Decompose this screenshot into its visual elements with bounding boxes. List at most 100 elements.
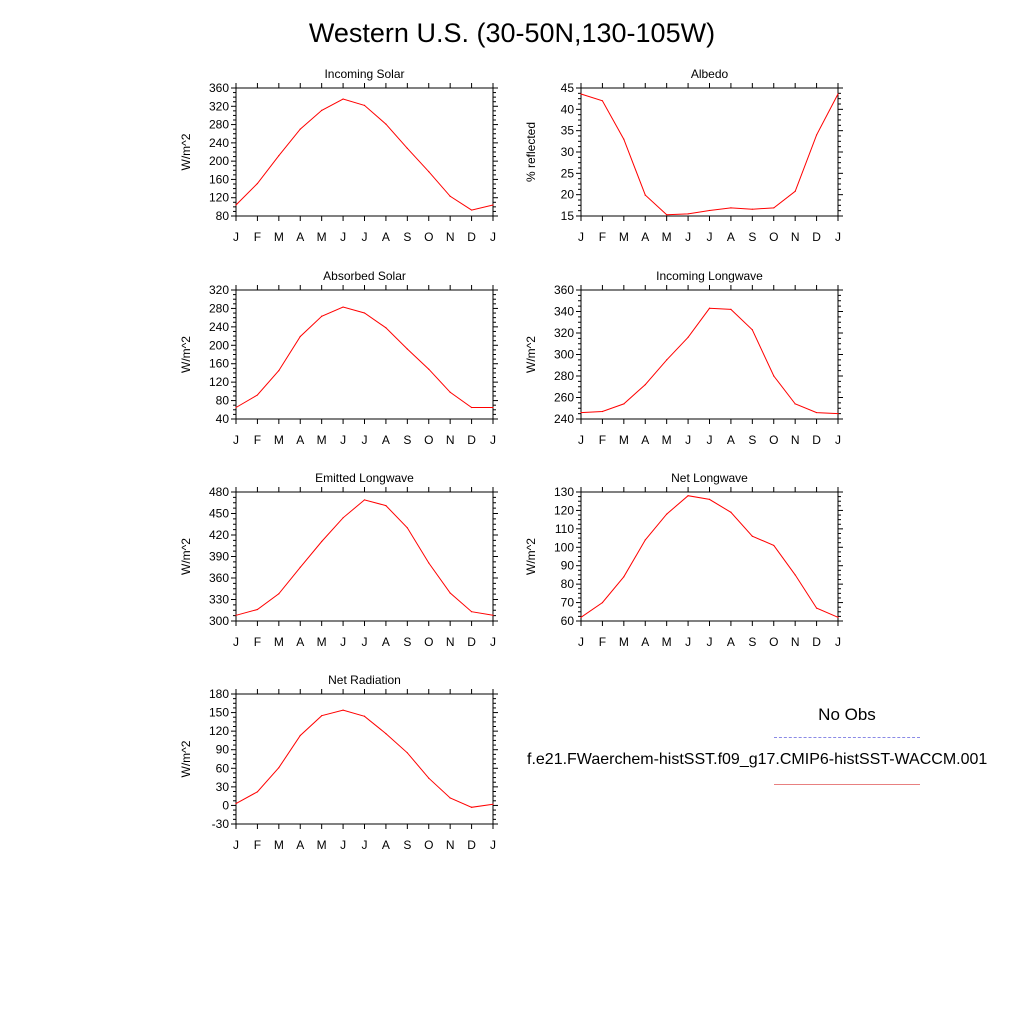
y-tick-label: 120: [209, 724, 229, 738]
x-tick-label: D: [467, 635, 476, 649]
series-line: [580, 495, 839, 618]
x-tick-label: A: [727, 230, 735, 244]
x-tick-label: J: [490, 433, 496, 447]
data-point: [773, 544, 775, 547]
x-tick-label: N: [446, 433, 455, 447]
legend-model-label: f.e21.FWaerchem-histSST.f09_g17.CMIP6-hi…: [527, 751, 988, 768]
data-point: [428, 562, 430, 564]
data-point: [601, 601, 604, 604]
data-point: [794, 574, 796, 576]
chart-title: Net Longwave: [671, 471, 748, 485]
data-point: [687, 336, 689, 338]
data-point: [321, 540, 323, 543]
x-tick-label: A: [296, 838, 304, 852]
data-point: [708, 498, 711, 500]
data-point: [385, 327, 387, 329]
chart-title: Albedo: [691, 67, 729, 81]
data-point: [385, 123, 387, 125]
x-tick-label: M: [317, 635, 327, 649]
data-point: [773, 207, 775, 209]
data-point: [837, 616, 839, 618]
data-point: [449, 797, 451, 799]
data-point: [623, 138, 625, 140]
x-tick-label: N: [446, 635, 455, 649]
x-tick-label: A: [641, 433, 649, 447]
data-point: [794, 403, 796, 405]
series-line: [580, 307, 839, 415]
x-tick-label: D: [812, 635, 821, 649]
data-point: [256, 608, 259, 611]
x-tick-label: A: [382, 635, 390, 649]
page-title: Western U.S. (30-50N,130-105W): [308, 18, 716, 48]
y-tick-label: -30: [212, 817, 230, 831]
x-tick-label: M: [619, 635, 629, 649]
x-tick-label: S: [403, 230, 411, 244]
series-line: [235, 499, 494, 616]
x-tick-label: J: [233, 230, 239, 244]
x-tick-label: J: [490, 230, 496, 244]
x-tick-label: S: [403, 838, 411, 852]
x-tick-label: A: [641, 635, 649, 649]
x-tick-label: A: [727, 635, 735, 649]
data-point: [492, 204, 494, 206]
x-tick-label: N: [791, 433, 800, 447]
data-point: [666, 359, 668, 361]
y-tick-label: 45: [561, 81, 575, 95]
data-point: [794, 190, 796, 192]
y-tick-label: 80: [216, 209, 230, 223]
x-tick-label: J: [685, 433, 691, 447]
data-point: [428, 171, 430, 173]
x-tick-label: F: [599, 433, 606, 447]
x-tick-label: J: [490, 838, 496, 852]
x-tick-label: N: [446, 838, 455, 852]
x-tick-label: J: [835, 230, 841, 244]
y-axis-label: W/m^2: [524, 538, 538, 575]
y-tick-label: 200: [209, 338, 229, 352]
x-tick-label: F: [599, 635, 606, 649]
y-axis-label: W/m^2: [179, 336, 193, 373]
y-axis-label: W/m^2: [179, 133, 193, 170]
data-point: [428, 777, 430, 779]
chart-panel-3: Incoming Longwave W/m^2 240 260 280 300 320 340…: [524, 269, 843, 447]
data-point: [299, 734, 301, 737]
y-tick-label: 120: [209, 191, 229, 205]
data-point: [449, 592, 451, 594]
y-tick-label: 150: [209, 706, 229, 720]
y-tick-label: 35: [561, 124, 575, 138]
x-tick-label: M: [317, 230, 327, 244]
data-point: [470, 611, 473, 613]
data-point: [235, 204, 237, 206]
data-point: [773, 375, 775, 377]
data-point: [730, 511, 732, 513]
x-tick-label: M: [662, 433, 672, 447]
x-tick-label: A: [727, 433, 735, 447]
x-tick-label: O: [424, 635, 433, 649]
y-tick-label: 40: [561, 102, 575, 116]
data-point: [385, 505, 387, 507]
x-tick-label: A: [296, 635, 304, 649]
data-point: [644, 539, 646, 541]
x-tick-label: J: [362, 230, 368, 244]
chart-title: Absorbed Solar: [323, 269, 406, 283]
y-tick-label: 80: [561, 577, 575, 591]
y-tick-label: 80: [216, 394, 230, 408]
y-tick-label: 320: [554, 326, 574, 340]
y-tick-label: 450: [209, 507, 229, 521]
data-point: [687, 495, 689, 497]
y-axis-label: W/m^2: [179, 538, 193, 575]
x-tick-label: J: [362, 635, 368, 649]
plot-frame: [580, 289, 839, 420]
x-tick-label: J: [340, 838, 346, 852]
series-line: [580, 93, 839, 216]
x-tick-label: J: [685, 635, 691, 649]
plot-frame: [580, 491, 839, 622]
data-point: [321, 109, 323, 111]
data-point: [751, 208, 753, 210]
data-point: [406, 752, 408, 754]
data-point: [363, 499, 366, 501]
x-tick-label: O: [769, 230, 778, 244]
y-tick-label: 240: [209, 320, 229, 334]
